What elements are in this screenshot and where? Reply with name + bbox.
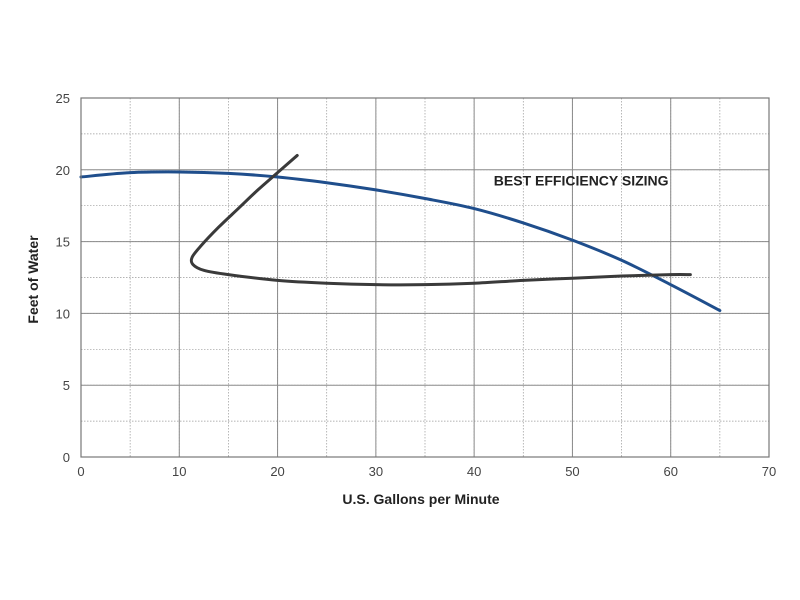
x-tick-label: 60	[663, 464, 677, 479]
y-tick-label: 25	[56, 91, 70, 106]
series-line-2	[189, 153, 692, 287]
x-tick-label: 10	[172, 464, 186, 479]
grid-major	[80, 97, 770, 458]
chart-annotation: BEST EFFICIENCY SIZING	[494, 173, 669, 189]
y-tick-label: 20	[56, 163, 70, 178]
plot-frame	[80, 97, 770, 458]
y-axis-title: Feet of Water	[25, 235, 41, 324]
x-tick-label: 30	[369, 464, 383, 479]
y-tick-labels: 0 5 10 15 20 25	[56, 91, 70, 465]
series-layer	[79, 153, 722, 313]
x-tick-label: 70	[762, 464, 776, 479]
x-axis-title: U.S. Gallons per Minute	[342, 491, 499, 507]
grid-minor	[80, 97, 770, 458]
y-tick-label: 15	[56, 235, 70, 250]
x-tick-label: 0	[77, 464, 84, 479]
series-line-1	[79, 170, 722, 313]
y-tick-label: 5	[63, 378, 70, 393]
x-tick-label: 40	[467, 464, 481, 479]
x-tick-label: 20	[270, 464, 284, 479]
y-tick-label: 0	[63, 450, 70, 465]
x-tick-labels: 0 10 20 30 40 50 60 70	[77, 464, 776, 479]
x-tick-label: 50	[565, 464, 579, 479]
y-tick-label: 10	[56, 306, 70, 321]
